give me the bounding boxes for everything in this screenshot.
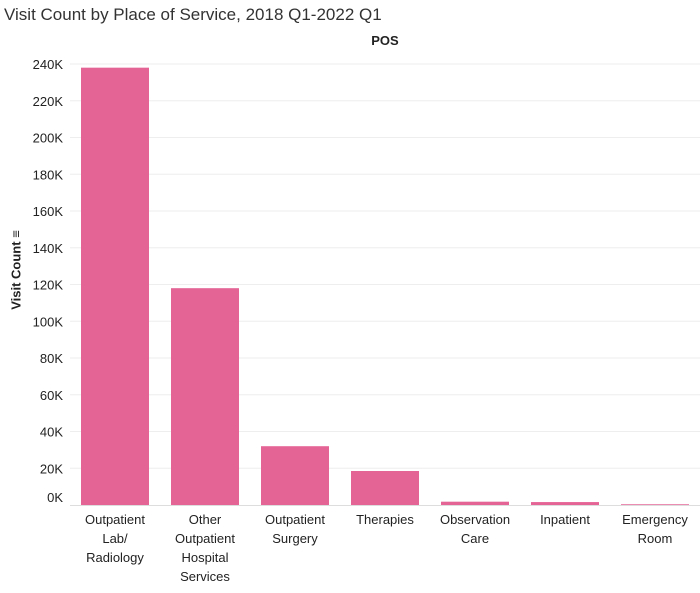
x-tick-label: Outpatient <box>85 512 145 527</box>
y-tick-label: 80K <box>40 351 63 366</box>
x-tick-label: Inpatient <box>540 512 590 527</box>
x-tick-label: Care <box>461 531 489 546</box>
bar <box>261 446 329 505</box>
x-tick-label: Emergency <box>622 512 688 527</box>
y-tick-label: 240K <box>33 57 64 72</box>
bar <box>81 67 149 506</box>
y-tick-label: 120K <box>33 278 64 293</box>
bar <box>171 288 239 505</box>
x-tick-label: Therapies <box>356 512 414 527</box>
y-tick-label: 140K <box>33 241 64 256</box>
x-tick-label: Other <box>189 512 222 527</box>
y-tick-label: 0K <box>47 490 63 505</box>
y-tick-label: 180K <box>33 167 64 182</box>
chart-title: Visit Count by Place of Service, 2018 Q1… <box>4 5 382 24</box>
bar <box>531 502 599 505</box>
bar <box>351 471 419 505</box>
x-tick-label: Observation <box>440 512 510 527</box>
y-tick-label: 160K <box>33 204 64 219</box>
column-header: POS <box>371 33 399 48</box>
x-tick-label: Hospital <box>182 550 229 565</box>
y-tick-label: 20K <box>40 461 63 476</box>
x-tick-label: Room <box>638 531 673 546</box>
x-tick-label: Outpatient <box>175 531 235 546</box>
bar <box>441 501 509 505</box>
x-tick-label: Outpatient <box>265 512 325 527</box>
y-tick-label: 60K <box>40 388 63 403</box>
x-tick-label: Services <box>180 569 230 584</box>
x-tick-label: Lab/ <box>102 531 128 546</box>
bar <box>621 504 689 505</box>
x-tick-label: Radiology <box>86 550 144 565</box>
y-tick-label: 40K <box>40 425 63 440</box>
y-tick-label: 100K <box>33 314 64 329</box>
y-tick-label: 220K <box>33 94 64 109</box>
y-tick-label: 200K <box>33 131 64 146</box>
x-tick-label: Surgery <box>272 531 318 546</box>
